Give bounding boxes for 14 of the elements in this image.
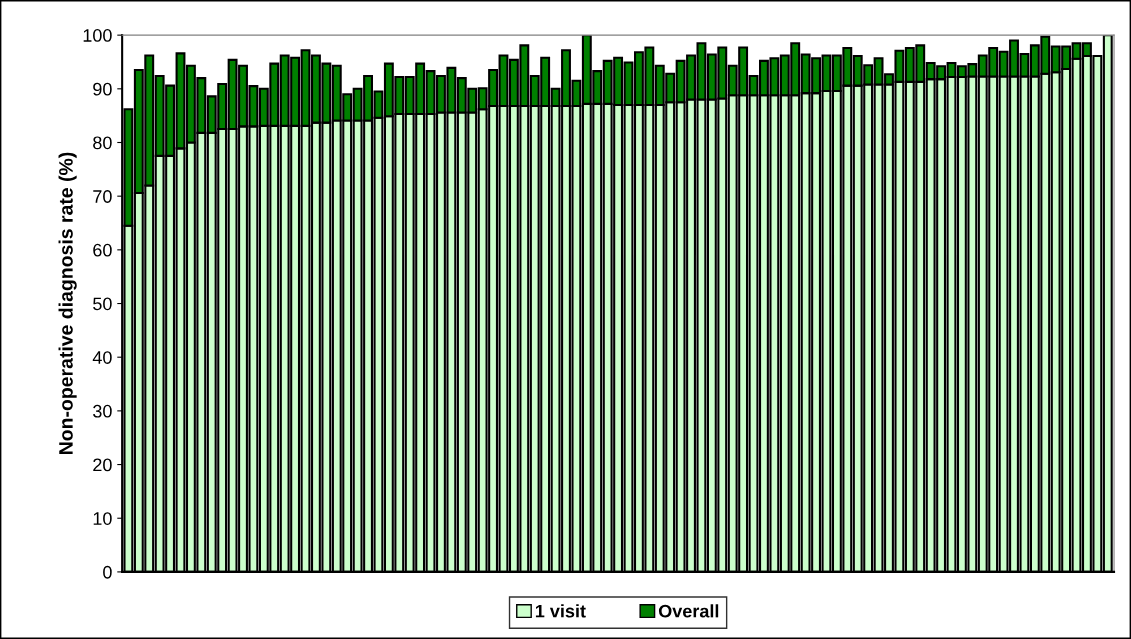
y-tick-label: 20 <box>93 458 112 472</box>
y-tick-label: 40 <box>92 351 112 364</box>
y-tick-label: 80 <box>93 136 112 150</box>
y-tick-label: 10 <box>93 512 112 525</box>
y-tick-label: 0 <box>103 565 112 579</box>
y-tick-label: 30 <box>93 404 112 418</box>
legend-label: 1 visit <box>535 604 586 618</box>
y-tick-label: 90 <box>93 82 112 96</box>
y-tick-label: 70 <box>93 190 112 203</box>
y-axis-title: Non-operative diagnosis rate (%) <box>58 152 77 455</box>
y-tick-label: 60 <box>93 243 112 257</box>
legend-label: Overall <box>658 604 719 618</box>
y-tick-label: 50 <box>93 297 112 311</box>
y-tick-label: 100 <box>83 29 112 42</box>
